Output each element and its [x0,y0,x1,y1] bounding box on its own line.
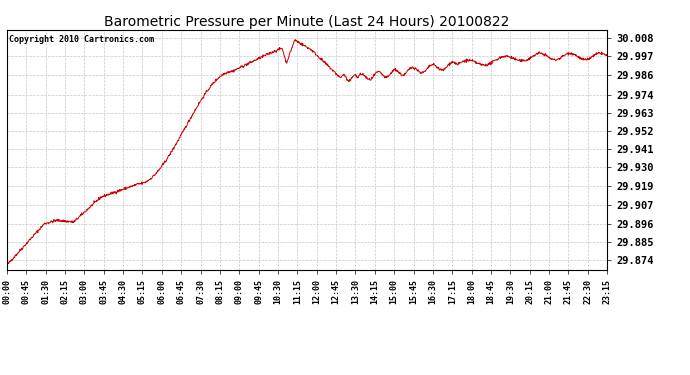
Text: Copyright 2010 Cartronics.com: Copyright 2010 Cartronics.com [9,35,154,44]
Title: Barometric Pressure per Minute (Last 24 Hours) 20100822: Barometric Pressure per Minute (Last 24 … [104,15,510,29]
